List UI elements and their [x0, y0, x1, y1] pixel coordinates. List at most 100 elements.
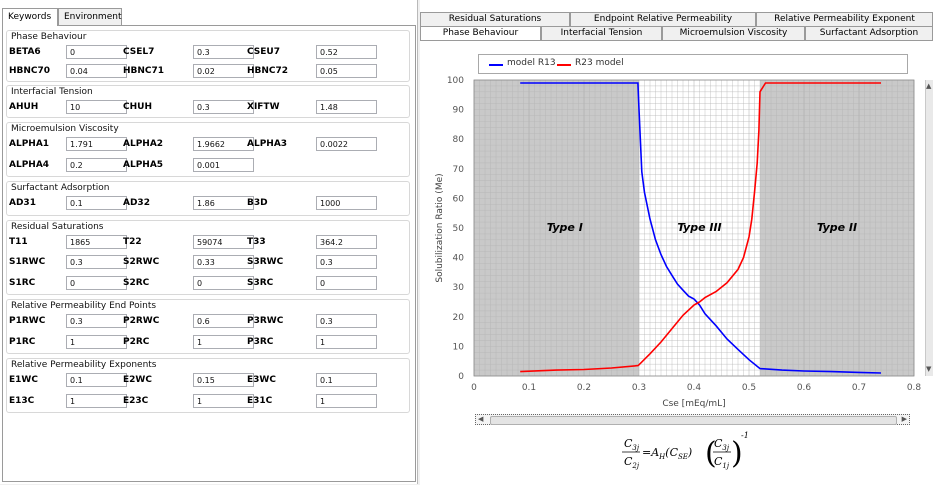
field-input[interactable]: 0.3 [66, 314, 127, 328]
field-input[interactable]: 0.001 [193, 158, 254, 172]
y-tick-label: 100 [447, 76, 464, 86]
field-label: E1WC [9, 375, 38, 385]
field-label: HBNC72 [247, 66, 289, 76]
tab-residual-saturations[interactable]: Residual Saturations [420, 12, 570, 26]
field-input[interactable]: 0.1 [66, 373, 127, 387]
field-input[interactable]: 0.3 [193, 100, 254, 114]
scrollbar-thumb[interactable] [490, 416, 897, 425]
field-input[interactable]: 0.3 [316, 314, 377, 328]
horizontal-scrollbar[interactable]: ◀ ▶ [475, 414, 910, 425]
field-input[interactable]: 0.2 [66, 158, 127, 172]
field-label: P3RC [247, 337, 274, 347]
region-label-0: Type I [547, 221, 583, 234]
scroll-right-icon[interactable]: ▶ [901, 415, 907, 423]
field-input[interactable]: 1 [316, 394, 377, 408]
formula-rhs-den: C1j [714, 455, 730, 470]
x-tick-label: 0.8 [907, 383, 922, 393]
y-tick-label: 30 [453, 283, 465, 293]
field-input[interactable]: 1.48 [316, 100, 377, 114]
formula-lhs-den: C2j [624, 455, 640, 470]
y-axis-label: Solubilization Ratio (Me) [435, 173, 445, 282]
field-label: P2RC [123, 337, 150, 347]
tab-interfacial-tension[interactable]: Interfacial Tension [541, 26, 662, 40]
field-input[interactable]: 59074 [193, 235, 254, 249]
scroll-up-icon[interactable]: ▲ [926, 82, 932, 90]
section-title: Relative Permeability Exponents [11, 360, 157, 370]
field-input[interactable]: 1 [316, 335, 377, 349]
scroll-down-icon[interactable]: ▼ [926, 365, 932, 373]
section-title: Interfacial Tension [11, 87, 93, 97]
field-label: AD32 [123, 198, 150, 208]
vertical-scrollbar[interactable]: ▲ ▼ [925, 80, 933, 376]
field-input[interactable]: 1.9662 [193, 137, 254, 151]
solubilization-formula: C3j C2j =AH(CSE) ( C3j C1j ) -1 [622, 431, 749, 471]
x-axis-label: Cse [mEq/mL] [662, 399, 725, 409]
field-input[interactable]: 0.1 [316, 373, 377, 387]
scroll-left-icon[interactable]: ◀ [478, 415, 484, 423]
legend-swatch-blue [489, 64, 503, 66]
region-label-1: Type III [677, 221, 721, 234]
legend-swatch-red [557, 64, 571, 66]
field-input[interactable]: 0.0022 [316, 137, 377, 151]
series-line-1 [520, 82, 881, 373]
tab-keywords[interactable]: Keywords [2, 8, 58, 26]
field-input[interactable]: 0 [316, 276, 377, 290]
section-title: Surfactant Adsorption [11, 183, 110, 193]
tab-environment[interactable]: Environment [58, 8, 122, 25]
field-input[interactable]: 0.15 [193, 373, 254, 387]
field-label: BETA6 [9, 47, 41, 57]
chart-panel: Residual Saturations Endpoint Relative P… [420, 0, 933, 485]
tab-phase-behaviour[interactable]: Phase Behaviour [420, 26, 541, 41]
keywords-panel: Keywords Environment Phase Behaviour Int… [0, 0, 418, 484]
field-label: AD31 [9, 198, 36, 208]
field-input[interactable]: 1 [193, 394, 254, 408]
field-input[interactable]: 0.02 [193, 64, 254, 78]
field-input[interactable]: 1 [193, 335, 254, 349]
field-label: HBNC71 [123, 66, 165, 76]
field-input[interactable]: 0 [193, 276, 254, 290]
series-line-0 [520, 82, 882, 374]
field-input[interactable]: 0.1 [66, 196, 127, 210]
field-input[interactable]: 10 [66, 100, 127, 114]
field-input[interactable]: 1 [66, 394, 127, 408]
field-input[interactable]: 364.2 [316, 235, 377, 249]
section-title: Relative Permeability End Points [11, 301, 157, 311]
x-tick-label: 0.7 [852, 383, 866, 393]
tab-endpoint-relative-permeability[interactable]: Endpoint Relative Permeability [570, 12, 756, 26]
solubilization-chart: Type I Type III Type II 0 0.1 0.2 0.3 0.4 0.5 0.6… [435, 76, 922, 409]
field-input[interactable]: 0 [66, 45, 127, 59]
field-input[interactable]: 1865 [66, 235, 127, 249]
field-input[interactable]: 1.86 [193, 196, 254, 210]
field-label: T33 [247, 237, 266, 247]
x-tick-label: 0.2 [577, 383, 591, 393]
field-label: XIFTW [247, 102, 280, 112]
field-input[interactable]: 1 [66, 335, 127, 349]
field-input[interactable]: 0.3 [66, 255, 127, 269]
x-tick-label: 0.4 [687, 383, 702, 393]
field-input[interactable]: 0.3 [193, 45, 254, 59]
field-label: ALPHA2 [123, 139, 164, 149]
section-title: Phase Behaviour [11, 32, 87, 42]
legend-label-r23: R23 model [575, 58, 624, 68]
x-tick-label: 0.5 [742, 383, 756, 393]
field-label: P3RWC [247, 316, 284, 326]
field-input[interactable]: 0.33 [193, 255, 254, 269]
plot-frame [473, 79, 915, 377]
y-tick-label: 90 [453, 106, 465, 116]
field-input[interactable]: 1.791 [66, 137, 127, 151]
field-input[interactable]: 0.05 [316, 64, 377, 78]
x-tick-label: 0.1 [522, 383, 536, 393]
tab-microemulsion-viscosity[interactable]: Microemulsion Viscosity [662, 26, 805, 40]
field-input[interactable]: 0.6 [193, 314, 254, 328]
field-input[interactable]: 0.04 [66, 64, 127, 78]
phase-behaviour-group: Phase Behaviour [6, 30, 410, 82]
field-input[interactable]: 0 [66, 276, 127, 290]
residual-saturations-group: Residual Saturations [6, 220, 410, 295]
legend-label-r13: model R13 [507, 58, 556, 68]
field-label: E23C [123, 396, 149, 406]
field-input[interactable]: 0.52 [316, 45, 377, 59]
formula-middle: =AH(CSE) [642, 446, 692, 461]
field-label: P2RWC [123, 316, 160, 326]
field-input[interactable]: 0.3 [316, 255, 377, 269]
field-input[interactable]: 1000 [316, 196, 377, 210]
